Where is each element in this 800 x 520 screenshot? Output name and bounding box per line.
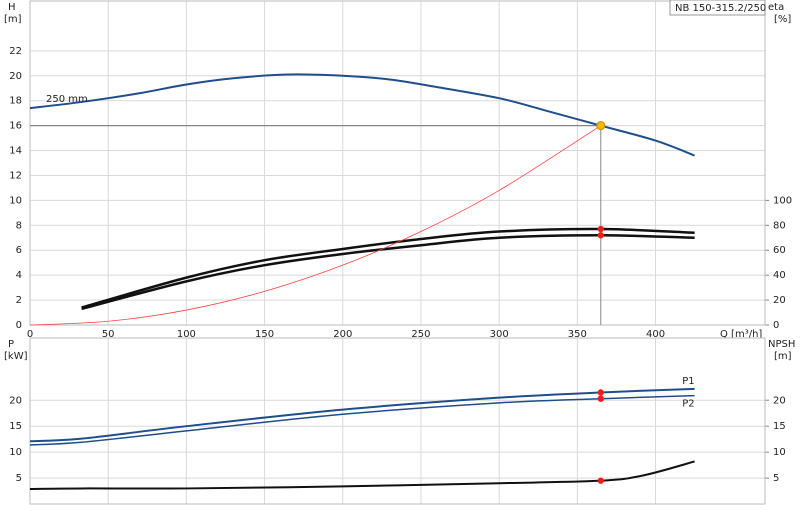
x-tick-label: 0 — [27, 329, 33, 340]
y-axis-unit: [kW] — [4, 351, 28, 362]
operating-point — [597, 389, 604, 396]
plot-frame — [29, 337, 766, 505]
y2-tick-label: 5 — [773, 473, 779, 484]
y-axis-label: H — [8, 2, 16, 13]
y-tick-label: 22 — [9, 46, 22, 57]
y2-tick-label: 20 — [773, 295, 786, 306]
y2-tick-label: 20 — [773, 395, 786, 406]
y2-tick-label: 15 — [773, 421, 786, 432]
y2-tick-label: 10 — [773, 447, 786, 458]
operating-point — [597, 225, 604, 233]
operating-point — [596, 121, 606, 131]
series-line — [29, 460, 695, 490]
y-tick-label: 18 — [9, 96, 22, 107]
y-tick-label: 15 — [9, 421, 22, 432]
series-line — [29, 387, 695, 443]
y-tick-label: 0 — [16, 320, 22, 331]
y-tick-label: 5 — [16, 473, 22, 484]
x-tick-label: 100 — [177, 329, 196, 340]
model-box — [669, 0, 766, 16]
y-tick-label: 12 — [9, 170, 22, 181]
operating-point — [597, 232, 604, 239]
y-tick-label: 20 — [9, 71, 22, 82]
plot-frame — [29, 0, 766, 326]
y-tick-label: 10 — [9, 195, 22, 206]
y2-tick-label: 40 — [773, 270, 786, 281]
series-label: P2 — [682, 399, 694, 410]
y2-tick-label: 100 — [773, 195, 792, 206]
y-tick-label: 16 — [9, 121, 22, 132]
y2-axis-label: NPSH — [768, 339, 795, 350]
x-tick-label: 250 — [411, 329, 430, 340]
y2-tick-label: 60 — [773, 245, 786, 256]
y-tick-label: 14 — [9, 146, 22, 157]
operating-point — [597, 395, 604, 402]
y2-tick-label: 80 — [773, 220, 786, 231]
x-tick-label: 300 — [490, 329, 509, 340]
y2-axis-unit: [m] — [774, 351, 792, 362]
series-label: P1 — [682, 376, 694, 387]
y-tick-label: 10 — [9, 447, 22, 458]
y-tick-label: 6 — [16, 245, 22, 256]
series-line — [29, 73, 695, 157]
y2-axis-label: eta — [768, 2, 784, 13]
y-tick-label: 4 — [16, 270, 22, 281]
y2-tick-label: 0 — [773, 320, 779, 331]
series-line — [29, 125, 602, 326]
x-tick-label: 50 — [102, 329, 115, 340]
series-line — [29, 394, 695, 446]
series-line — [81, 227, 695, 309]
x-axis-label: Q [m³/h] — [720, 329, 762, 340]
y2-axis-unit: [%] — [774, 14, 791, 25]
x-tick-label: 150 — [255, 329, 274, 340]
y-tick-label: 2 — [16, 295, 22, 306]
operating-point — [597, 477, 604, 484]
y-tick-label: 8 — [16, 220, 22, 231]
y-axis-label: P — [8, 339, 14, 350]
x-tick-label: 200 — [333, 329, 352, 340]
x-tick-label: 350 — [568, 329, 587, 340]
x-tick-label: 400 — [646, 329, 665, 340]
y-tick-label: 20 — [9, 395, 22, 406]
model-label: NB 150-315.2/250 — [675, 3, 766, 14]
y-axis-unit: [m] — [4, 14, 22, 25]
series-label: 250 mm — [46, 94, 88, 105]
series-line — [81, 234, 695, 311]
